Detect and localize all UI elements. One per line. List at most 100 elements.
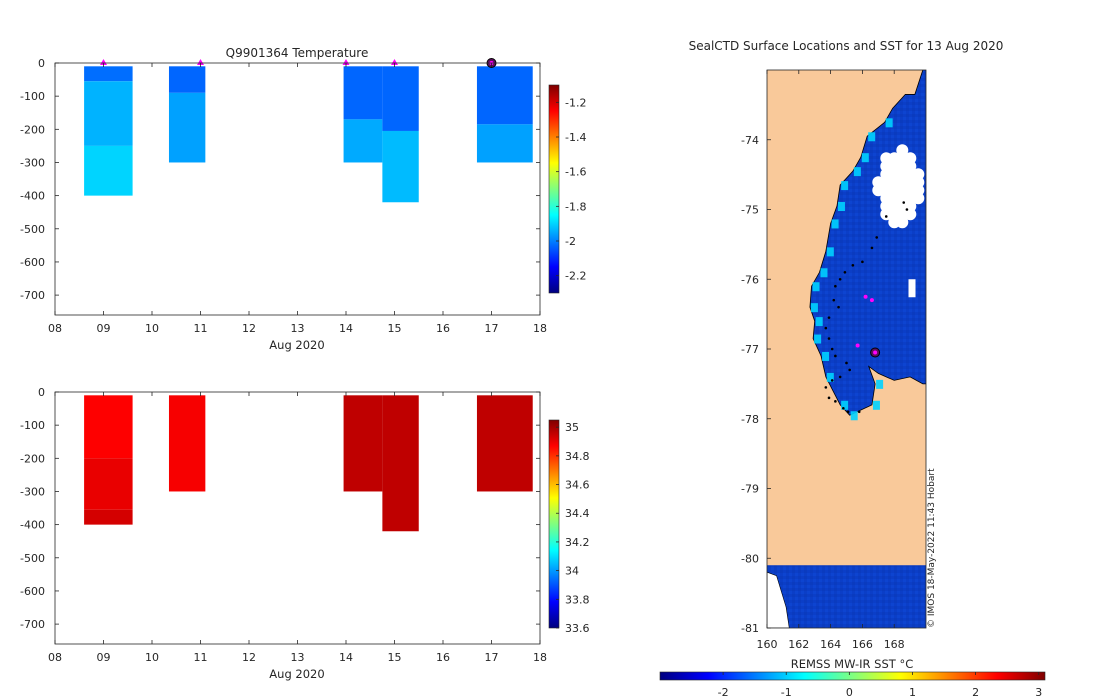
y-tick-label: -700 <box>20 618 45 631</box>
map-current-marker-center <box>873 350 878 355</box>
sst-colorbar-tick-label: 3 <box>1035 686 1042 699</box>
track-point <box>857 410 861 414</box>
x-tick-label: 14 <box>339 322 353 335</box>
temperature-y-ticks: 0 -100 -200 -300 -400 -500 -600 -700 <box>20 57 540 302</box>
salinity-y-ticks: 0 -100 -200 -300 -400 -500 -600 -700 <box>20 386 540 631</box>
map-y-tick-label: -74 <box>741 134 759 147</box>
profile-cell <box>476 395 533 492</box>
temperature-profiles <box>84 66 533 203</box>
map-x-tick-label: 162 <box>788 638 809 651</box>
x-tick-label: 16 <box>436 651 450 664</box>
track-point <box>846 410 850 414</box>
temperature-xlabel: Aug 2020 <box>269 338 324 352</box>
colorbar-tick-label: 34.4 <box>565 507 590 520</box>
coastal-sst-cell <box>837 202 845 212</box>
track-point <box>830 379 834 382</box>
y-tick-label: -700 <box>20 289 45 302</box>
y-tick-label: -600 <box>20 585 45 598</box>
x-tick-label: 14 <box>339 651 353 664</box>
track-point <box>843 270 847 274</box>
temperature-colorbar-ticks: -2.2 -2 -1.8 -1.6 -1.4 -1.2 <box>556 96 586 283</box>
track-point <box>842 406 845 410</box>
map-surface-marker <box>863 294 868 299</box>
colorbar-tick-label: -1.8 <box>565 200 586 213</box>
map-surface-marker <box>869 298 874 303</box>
track-point <box>824 386 828 389</box>
x-tick-label: 13 <box>291 651 305 664</box>
cloud-blob <box>904 208 917 221</box>
x-tick-label: 12 <box>242 322 256 335</box>
colorbar-tick-label: 34.8 <box>565 450 590 463</box>
coastal-sst-cell <box>868 132 876 142</box>
coastal-sst-cell <box>853 167 861 177</box>
colorbar-tick-label: 34.2 <box>565 536 590 549</box>
coastal-sst-cell <box>850 411 858 421</box>
surface-marker <box>342 59 350 65</box>
profile-cell <box>168 395 206 492</box>
track-point <box>845 361 848 365</box>
map-x-tick-label: 166 <box>852 638 873 651</box>
track-point <box>827 316 831 319</box>
map-southern-ocean-sst <box>767 565 926 628</box>
x-tick-label: 18 <box>533 651 547 664</box>
y-tick-label: -200 <box>20 123 45 136</box>
surface-marker <box>391 59 398 65</box>
profile-cell <box>476 66 533 125</box>
y-tick-label: 0 <box>38 57 45 70</box>
x-tick-label: 08 <box>48 651 62 664</box>
profile-cell <box>84 509 133 525</box>
sea-ice-patch <box>767 571 790 628</box>
x-tick-label: 10 <box>145 322 159 335</box>
y-tick-label: -300 <box>20 156 45 169</box>
track-point <box>830 347 834 351</box>
profile-cell <box>343 119 383 163</box>
map-y-tick-label: -78 <box>741 413 759 426</box>
track-point <box>827 337 831 340</box>
profile-cell <box>382 66 419 131</box>
sea-ice-block <box>908 279 916 298</box>
map-x-ticks: 160 162 164 166 168 <box>757 70 905 651</box>
track-point <box>902 201 906 204</box>
imos-credit: © IMOS 18-May-2022 11:43 Hobart <box>927 468 937 628</box>
salinity-plot-area <box>55 392 540 644</box>
track-point <box>905 208 909 211</box>
x-tick-label: 11 <box>194 322 208 335</box>
track-point <box>870 246 874 250</box>
map-x-tick-label: 168 <box>884 638 905 651</box>
coastal-sst-cell <box>810 303 818 313</box>
coastal-sst-cell <box>885 118 893 128</box>
coastal-sst-cell <box>831 219 839 229</box>
coastal-sst-cell <box>861 153 869 163</box>
sst-colorbar-tick-label: 2 <box>972 686 979 699</box>
x-tick-label: 15 <box>388 322 402 335</box>
sst-colorbar-tick-label: -1 <box>781 686 792 699</box>
cloud-blob <box>896 216 909 229</box>
y-tick-label: -400 <box>20 519 45 532</box>
sst-colorbar-ticks: -2 -1 0 1 2 3 <box>718 672 1042 699</box>
coastal-sst-cell <box>814 334 822 344</box>
colorbar-tick-label: -2 <box>565 235 576 248</box>
track-point <box>838 375 842 379</box>
colorbar-tick-label: 35 <box>565 421 579 434</box>
map-x-tick-label: 164 <box>820 638 841 651</box>
x-tick-label: 16 <box>436 322 450 335</box>
colorbar-tick-label: 34.6 <box>565 479 590 492</box>
x-tick-label: 13 <box>291 322 305 335</box>
y-tick-label: -100 <box>20 90 45 103</box>
sst-colorbar-label: REMSS MW-IR SST °C <box>791 657 914 671</box>
x-tick-label: 08 <box>48 322 62 335</box>
salinity-profiles <box>84 395 533 532</box>
map-y-tick-label: -80 <box>741 552 759 565</box>
map-coastline <box>809 70 926 416</box>
coastal-sst-cell <box>826 247 834 257</box>
colorbar-tick-label: 33.6 <box>565 622 590 635</box>
surface-marker <box>100 59 107 65</box>
sst-colorbar-tick-label: -2 <box>718 686 729 699</box>
x-tick-label: 12 <box>242 651 256 664</box>
coastal-sst-cell <box>826 372 834 382</box>
sst-colorbar <box>659 671 1046 681</box>
y-tick-label: -500 <box>20 223 45 236</box>
salinity-xlabel: Aug 2020 <box>269 667 324 681</box>
colorbar-tick-label: 33.8 <box>565 593 590 606</box>
